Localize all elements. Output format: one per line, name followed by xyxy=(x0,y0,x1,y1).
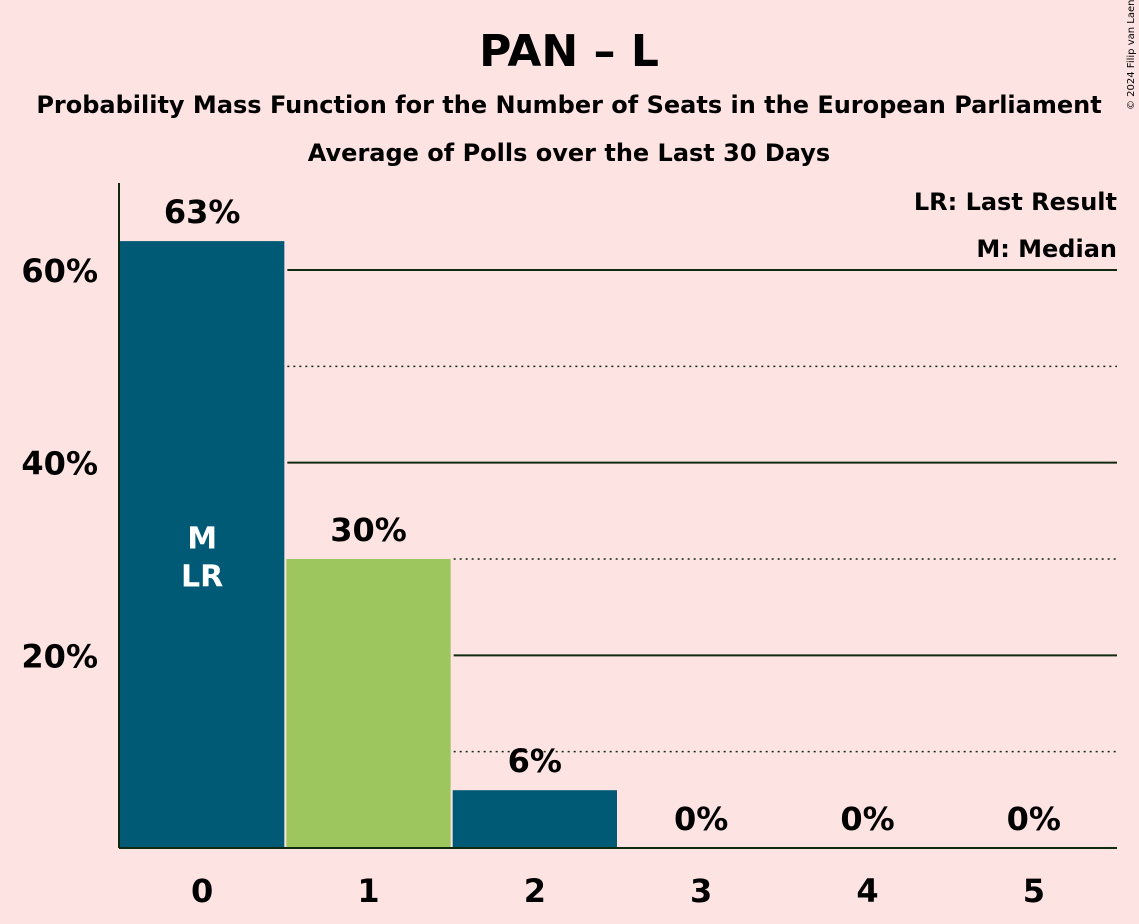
y-tick-label: 60% xyxy=(21,252,98,290)
data-label-seat-0: 63% xyxy=(164,193,241,231)
y-tick-label: 40% xyxy=(21,445,98,483)
data-label-seat-4: 0% xyxy=(840,800,894,838)
bar-seat-0 xyxy=(120,241,285,849)
data-label-seat-2: 6% xyxy=(508,742,562,780)
bar-seat-2 xyxy=(452,790,617,848)
data-label-seat-5: 0% xyxy=(1007,800,1061,838)
median-marker: M xyxy=(187,522,217,557)
bars xyxy=(120,241,617,849)
y-tick-label: 20% xyxy=(21,637,98,675)
legend-last-result: LR: Last Result xyxy=(914,188,1117,216)
gridlines xyxy=(287,269,1117,753)
x-tick-label: 1 xyxy=(357,872,379,910)
chart-title: PAN – L xyxy=(479,26,659,77)
x-tick-label: 0 xyxy=(191,872,213,910)
x-tick-label: 5 xyxy=(1023,872,1045,910)
x-tick-label: 4 xyxy=(856,872,878,910)
last-result-marker: LR xyxy=(181,560,223,595)
data-label-seat-3: 0% xyxy=(674,800,728,838)
x-tick-label: 2 xyxy=(524,872,546,910)
chart-subtitle-2: Average of Polls over the Last 30 Days xyxy=(308,139,830,167)
x-tick-label: 3 xyxy=(690,872,712,910)
chart-subtitle: Probability Mass Function for the Number… xyxy=(36,91,1101,119)
legend-median: M: Median xyxy=(976,235,1117,263)
bar-seat-1 xyxy=(286,559,451,848)
copyright-text: © 2024 Filip van Laenen xyxy=(1126,0,1137,110)
data-label-seat-1: 30% xyxy=(330,511,407,549)
axes xyxy=(118,183,1117,849)
